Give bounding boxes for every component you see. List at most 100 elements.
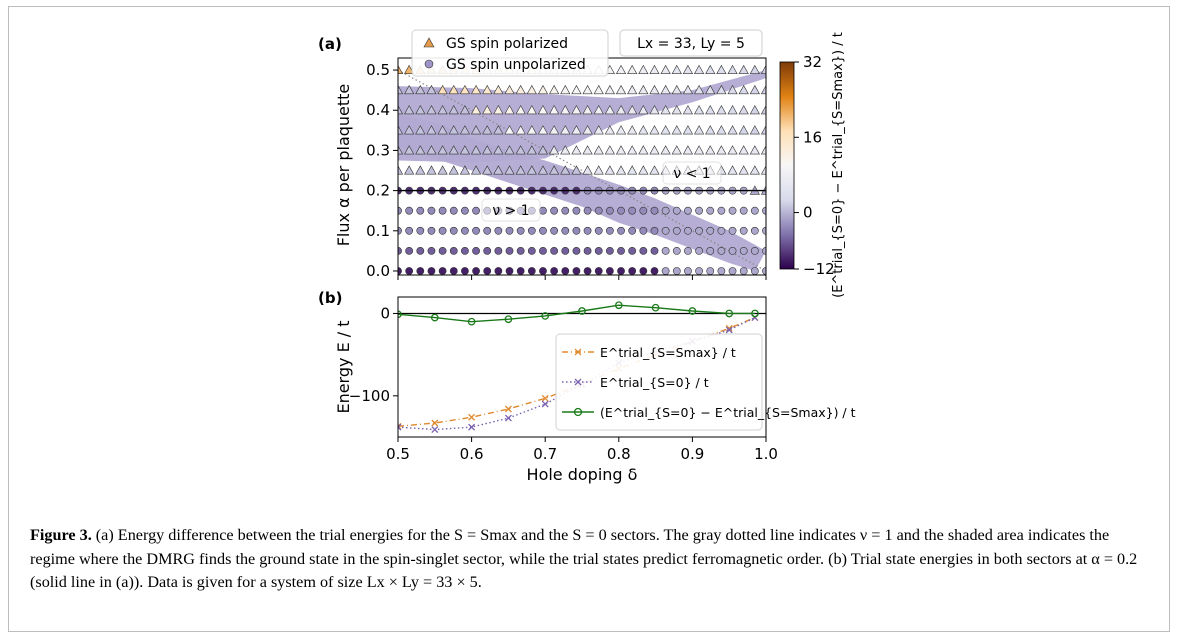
polarized-marker xyxy=(426,165,437,175)
polarized-marker xyxy=(549,105,560,115)
panel-b-ytick-label: −100 xyxy=(349,387,390,405)
polarized-marker xyxy=(682,125,694,135)
unpolarized-marker xyxy=(717,226,726,235)
unpolarized-marker xyxy=(717,206,726,215)
polarized-marker xyxy=(615,84,627,95)
unpolarized-marker xyxy=(684,246,692,255)
polarized-marker xyxy=(660,125,671,135)
unpolarized-marker xyxy=(717,246,726,255)
polarized-marker xyxy=(604,84,615,95)
polarized-marker xyxy=(493,84,504,95)
legend-box xyxy=(411,29,609,77)
polarized-marker xyxy=(615,125,627,135)
unpolarized-marker xyxy=(695,206,703,215)
unpolarized-marker xyxy=(550,246,559,255)
unpolarized-marker xyxy=(717,267,726,275)
series-point-1 xyxy=(725,326,733,334)
unpolarized-marker xyxy=(561,267,570,275)
polarized-marker xyxy=(549,125,560,135)
annotation-nu-less-one-group: ν < 1 xyxy=(662,161,722,185)
polarized-marker xyxy=(671,145,682,155)
unpolarized-marker xyxy=(405,246,414,255)
polarized-marker xyxy=(537,84,549,95)
polarized-marker xyxy=(593,125,604,135)
polarized-marker xyxy=(482,84,493,95)
unpolarized-marker xyxy=(398,246,402,255)
unpolarized-marker xyxy=(706,226,715,235)
polarized-marker xyxy=(615,105,627,115)
unpolarized-marker xyxy=(739,246,748,255)
polarized-marker xyxy=(705,145,716,155)
polarized-marker xyxy=(470,145,482,155)
polarized-marker xyxy=(671,64,682,75)
unpolarized-marker xyxy=(449,226,458,235)
series-point-1 xyxy=(468,423,476,431)
unpolarized-marker xyxy=(583,267,592,275)
unpolarized-marker xyxy=(728,226,737,235)
panel-b-label: (b) xyxy=(318,289,342,307)
unpolarized-marker xyxy=(438,246,447,255)
polarized-marker xyxy=(705,64,716,75)
polarized-marker xyxy=(682,84,694,95)
unpolarized-marker xyxy=(405,206,414,215)
panel-b-ytick-label: 0 xyxy=(380,304,390,322)
polarized-marker xyxy=(638,145,649,155)
polarized-marker xyxy=(437,105,448,115)
polarized-marker xyxy=(549,145,560,155)
unpolarized-marker xyxy=(516,267,525,275)
polarized-marker xyxy=(504,84,515,95)
polarized-marker xyxy=(482,105,493,115)
polarized-marker xyxy=(738,165,749,175)
panel-a-ytick-label: 0.1 xyxy=(366,222,390,240)
polarized-marker xyxy=(437,125,448,135)
panel-b-xlabel: Hole doping δ xyxy=(527,465,638,484)
legend-marker-0 xyxy=(574,348,582,356)
unpolarized-marker xyxy=(550,206,559,215)
colorbar-tick-label: 32 xyxy=(803,53,822,71)
polarized-marker xyxy=(415,145,426,155)
series-line-2 xyxy=(398,304,755,323)
polarized-marker xyxy=(515,145,526,155)
polarized-marker xyxy=(437,145,448,155)
polarized-marker xyxy=(482,165,493,175)
polarized-marker xyxy=(638,64,649,75)
polarized-marker xyxy=(705,84,716,95)
polarized-marker xyxy=(638,105,649,115)
polarized-marker xyxy=(560,84,571,95)
unpolarized-marker xyxy=(594,226,603,235)
polarized-marker xyxy=(437,84,448,95)
polarized-marker xyxy=(493,145,504,155)
panel-b-ylabel: Energy E / t xyxy=(334,320,353,413)
unpolarized-marker xyxy=(639,226,648,235)
annotation-nu-less-one: ν < 1 xyxy=(673,166,710,182)
panel-a-ytick-label: 0.0 xyxy=(366,262,390,280)
unpolarized-marker xyxy=(706,206,715,215)
series-point-1 xyxy=(541,400,549,408)
series-point-0 xyxy=(504,405,512,413)
polarized-marker xyxy=(738,125,749,135)
unpolarized-marker xyxy=(483,267,492,275)
unpolarized-marker xyxy=(628,226,637,235)
figure-caption: Figure 3. (a) Energy difference between … xyxy=(30,524,1155,595)
polarized-marker xyxy=(582,165,593,175)
unpolarized-marker xyxy=(505,226,514,235)
unpolarized-marker xyxy=(628,206,637,215)
polarized-marker xyxy=(571,165,582,175)
panel-b-xtick-label: 0.9 xyxy=(680,445,704,463)
polarized-marker xyxy=(493,105,504,115)
unpolarized-marker xyxy=(461,267,469,275)
legend-polarized-label: GS spin polarized xyxy=(446,36,568,52)
unpolarized-marker xyxy=(449,267,458,275)
polarized-marker xyxy=(760,165,766,175)
unpolarized-marker xyxy=(639,267,648,275)
polarized-marker xyxy=(705,105,716,115)
polarized-marker xyxy=(682,145,694,155)
polarized-marker xyxy=(738,105,749,115)
panel-a-ytick-label: 0.4 xyxy=(366,101,390,119)
polarized-marker xyxy=(693,84,705,95)
polarized-marker xyxy=(693,64,705,75)
unpolarized-marker xyxy=(762,206,766,215)
panel-b-xtick-label: 0.8 xyxy=(607,445,631,463)
polarized-marker xyxy=(682,64,694,75)
polarized-marker xyxy=(448,105,459,115)
